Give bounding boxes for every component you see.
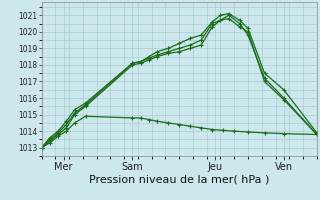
X-axis label: Pression niveau de la mer( hPa ): Pression niveau de la mer( hPa ) <box>89 174 269 184</box>
